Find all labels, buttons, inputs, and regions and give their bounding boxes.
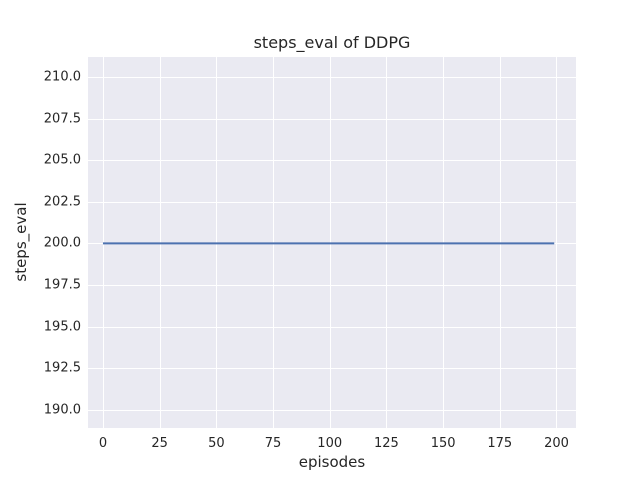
y-gridline [88,76,576,78]
y-gridline [88,201,576,203]
y-tick-label: 197.5 [43,277,81,293]
x-tick-label: 50 [208,436,225,451]
y-gridline [88,118,576,120]
chart-title: steps_eval of DDPG [253,33,411,52]
y-tick-label: 202.5 [43,194,81,210]
x-tick-label: 150 [430,436,456,451]
y-gridline [88,284,576,286]
y-tick-label: 205.0 [43,152,81,168]
x-tick-label: 25 [151,436,168,451]
x-tick-label: 175 [487,436,513,451]
x-tick-label: 0 [98,436,108,451]
x-gridline [556,57,558,428]
x-tick-label: 75 [264,436,282,451]
y-gridline [88,368,576,370]
y-gridline [88,409,576,411]
x-tick-label: 200 [544,436,569,451]
y-tick-label: 195.0 [43,319,81,335]
y-tick-label: 192.5 [43,360,81,376]
y-gridline [88,326,576,328]
x-axis-label: episodes [298,453,366,471]
x-tick-label: 125 [374,436,399,451]
y-tick-label: 210.0 [43,69,81,85]
y-gridline [88,160,576,162]
series-layer [88,57,576,428]
plot-area [88,57,576,428]
y-tick-label: 190.0 [43,402,81,418]
y-tick-label: 207.5 [43,111,81,127]
y-tick-label: 200.0 [43,235,81,251]
x-tick-label: 100 [317,436,343,451]
